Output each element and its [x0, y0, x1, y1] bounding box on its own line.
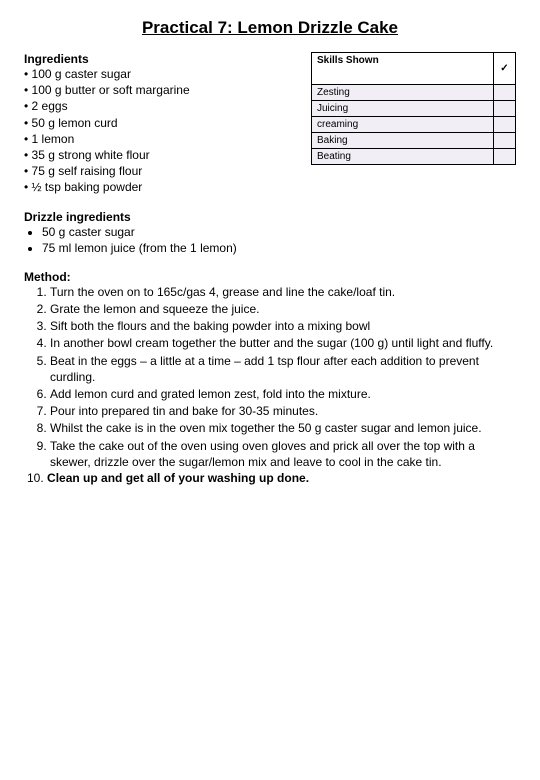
- top-row: Ingredients • 100 g caster sugar • 100 g…: [24, 52, 516, 196]
- method-step: Take the cake out of the oven using oven…: [50, 438, 516, 470]
- skill-row: Juicing: [312, 101, 516, 117]
- skill-check: [494, 101, 516, 117]
- skill-check: [494, 149, 516, 165]
- method-step: Grate the lemon and squeeze the juice.: [50, 301, 516, 317]
- skill-check: [494, 117, 516, 133]
- skill-row: Zesting: [312, 85, 516, 101]
- ingredient-text: 1 lemon: [32, 132, 75, 146]
- skill-check: [494, 133, 516, 149]
- skill-row: Baking: [312, 133, 516, 149]
- drizzle-heading: Drizzle ingredients: [24, 210, 516, 224]
- drizzle-section: Drizzle ingredients 50 g caster sugar 75…: [24, 210, 516, 256]
- skills-header: Skills Shown: [312, 53, 494, 85]
- skill-name: Zesting: [312, 85, 494, 101]
- method-step: Beat in the eggs – a little at a time – …: [50, 353, 516, 385]
- method-final-step: 10. Clean up and get all of your washing…: [24, 471, 516, 485]
- method-step: Turn the oven on to 165c/gas 4, grease a…: [50, 284, 516, 300]
- ingredient-text: 35 g strong white flour: [32, 148, 150, 162]
- ingredient-text: 100 g caster sugar: [32, 67, 131, 81]
- method-section: Method: Turn the oven on to 165c/gas 4, …: [24, 270, 516, 485]
- skills-table: Skills Shown ✓ Zesting Juicing creaming …: [311, 52, 516, 165]
- drizzle-item: 50 g caster sugar: [42, 224, 516, 240]
- ingredient-text: 50 g lemon curd: [32, 116, 118, 130]
- skills-table-container: Skills Shown ✓ Zesting Juicing creaming …: [311, 52, 516, 165]
- ingredient-text: ½ tsp baking powder: [32, 180, 143, 194]
- ingredient-text: 100 g butter or soft margarine: [32, 83, 190, 97]
- skill-check: [494, 85, 516, 101]
- page-title: Practical 7: Lemon Drizzle Cake: [24, 18, 516, 38]
- ingredients-heading: Ingredients: [24, 52, 287, 66]
- method-final-text: Clean up and get all of your washing up …: [47, 471, 309, 485]
- method-final-number: 10.: [27, 471, 44, 485]
- method-step: Pour into prepared tin and bake for 30-3…: [50, 403, 516, 419]
- method-list: Turn the oven on to 165c/gas 4, grease a…: [24, 284, 516, 470]
- skill-row: creaming: [312, 117, 516, 133]
- ingredient-item: • 100 g caster sugar: [24, 66, 287, 82]
- ingredient-item: • 50 g lemon curd: [24, 115, 287, 131]
- ingredient-item: • 2 eggs: [24, 98, 287, 114]
- ingredient-text: 2 eggs: [32, 99, 68, 113]
- skill-name: Baking: [312, 133, 494, 149]
- method-step: Sift both the flours and the baking powd…: [50, 318, 516, 334]
- drizzle-list: 50 g caster sugar 75 ml lemon juice (fro…: [24, 224, 516, 256]
- ingredient-item: • 100 g butter or soft margarine: [24, 82, 287, 98]
- ingredient-item: • ½ tsp baking powder: [24, 179, 287, 195]
- skills-header-row: Skills Shown ✓: [312, 53, 516, 85]
- ingredient-item: • 35 g strong white flour: [24, 147, 287, 163]
- skill-name: Juicing: [312, 101, 494, 117]
- ingredients-column: Ingredients • 100 g caster sugar • 100 g…: [24, 52, 287, 196]
- method-step: Add lemon curd and grated lemon zest, fo…: [50, 386, 516, 402]
- ingredient-item: • 1 lemon: [24, 131, 287, 147]
- skills-tick-header: ✓: [494, 53, 516, 85]
- method-heading: Method:: [24, 270, 516, 284]
- skill-row: Beating: [312, 149, 516, 165]
- skill-name: creaming: [312, 117, 494, 133]
- ingredient-text: 75 g self raising flour: [32, 164, 143, 178]
- method-step: Whilst the cake is in the oven mix toget…: [50, 420, 516, 436]
- drizzle-item: 75 ml lemon juice (from the 1 lemon): [42, 240, 516, 256]
- ingredient-item: • 75 g self raising flour: [24, 163, 287, 179]
- method-step: In another bowl cream together the butte…: [50, 335, 516, 351]
- skill-name: Beating: [312, 149, 494, 165]
